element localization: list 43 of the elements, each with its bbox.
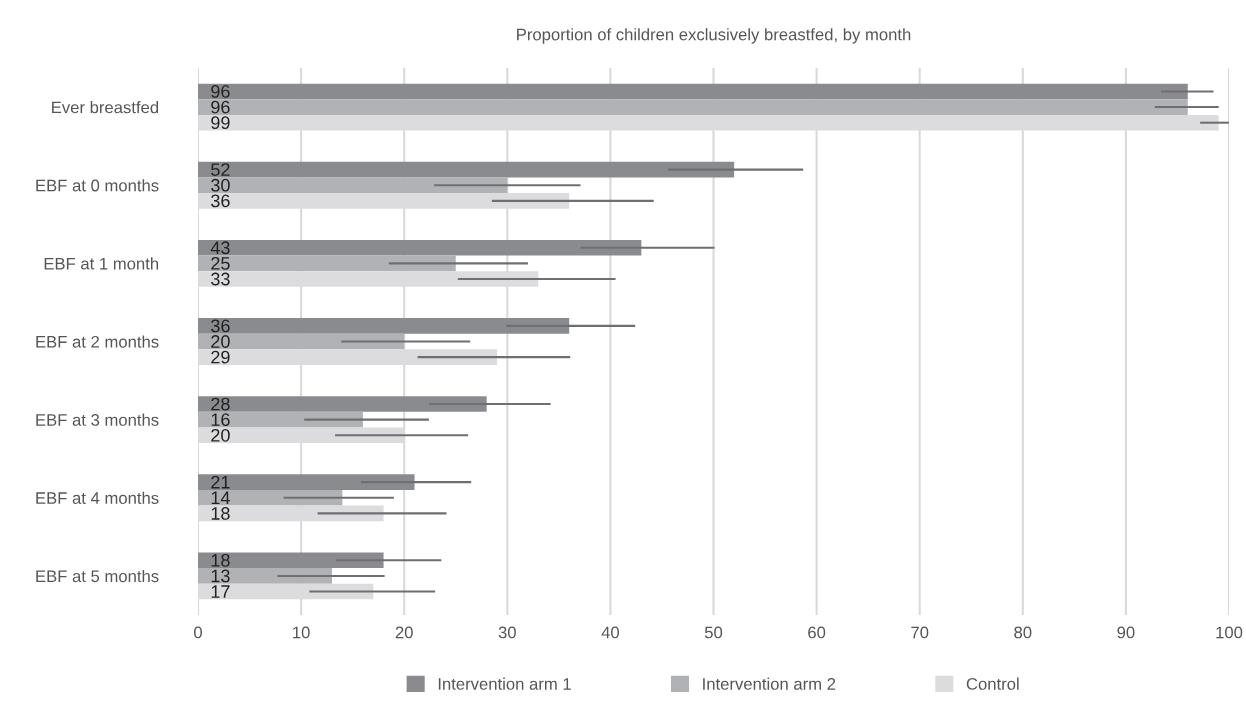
data-label: 29 bbox=[211, 350, 230, 364]
x-tick-label: 90 bbox=[1117, 626, 1135, 639]
legend-label: Intervention arm 2 bbox=[703, 677, 836, 690]
x-tick-label: 60 bbox=[808, 626, 826, 639]
data-label: 36 bbox=[211, 319, 230, 333]
data-label: 33 bbox=[211, 272, 230, 286]
data-label: 28 bbox=[211, 397, 230, 411]
data-label: 14 bbox=[211, 491, 230, 505]
chart-title: Proportion of children exclusively breastfed, by month bbox=[517, 28, 911, 44]
data-label: 21 bbox=[211, 475, 230, 489]
x-tick-label: 20 bbox=[395, 626, 413, 639]
data-label: 20 bbox=[211, 428, 230, 442]
y-tick-label: EBF at 0 months bbox=[36, 179, 159, 192]
data-label: 20 bbox=[211, 335, 230, 348]
y-tick-label: EBF at 5 months bbox=[36, 569, 159, 583]
data-label: 18 bbox=[211, 553, 230, 567]
data-label: 17 bbox=[211, 585, 230, 598]
data-label: 43 bbox=[210, 241, 230, 255]
x-tick-label: 70 bbox=[911, 626, 929, 639]
y-tick-label: EBF at 2 months bbox=[36, 335, 159, 348]
x-tick-label: 40 bbox=[601, 626, 620, 639]
y-tick-label: EBF at 4 months bbox=[36, 491, 159, 504]
y-tick-label: EBF at 1 month bbox=[44, 257, 159, 270]
x-tick-label: 50 bbox=[704, 626, 723, 639]
data-label: 36 bbox=[211, 194, 230, 208]
x-tick-label: 100 bbox=[1216, 626, 1243, 639]
x-tick-label: 10 bbox=[293, 626, 310, 639]
data-label: 18 bbox=[211, 507, 230, 520]
data-label: 16 bbox=[211, 413, 230, 427]
legend-label: Control bbox=[966, 677, 1019, 690]
data-label: 99 bbox=[211, 116, 230, 130]
data-label: 30 bbox=[211, 178, 230, 192]
y-tick-label: Ever breastfed bbox=[52, 101, 159, 114]
legend-label: Intervention arm 1 bbox=[438, 677, 571, 690]
data-label: 96 bbox=[211, 100, 230, 114]
data-label: 25 bbox=[211, 256, 230, 270]
data-label: 96 bbox=[211, 85, 230, 98]
x-tick-label: 0 bbox=[194, 626, 202, 639]
x-tick-label: 30 bbox=[498, 626, 516, 639]
x-tick-label: 80 bbox=[1014, 626, 1032, 639]
y-tick-label: EBF at 3 months bbox=[36, 413, 159, 426]
data-label: 13 bbox=[211, 569, 230, 583]
data-label: 52 bbox=[211, 163, 230, 176]
